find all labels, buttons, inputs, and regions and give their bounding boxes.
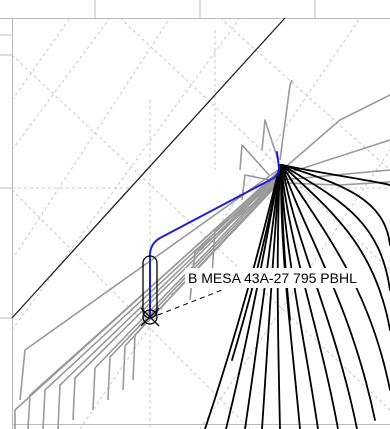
label-leader-line [157, 289, 223, 316]
offset-well [280, 164, 291, 321]
offset-well [281, 164, 390, 331]
offset-well [27, 172, 279, 429]
offset-well [107, 179, 279, 401]
crossed-circle-icon [140, 307, 160, 327]
offset-well [42, 173, 279, 429]
offset-well [211, 182, 276, 276]
highlighted-well-path [149, 151, 281, 319]
circle-marker-icon [142, 255, 158, 319]
offset-well [241, 174, 271, 201]
offset-well [261, 164, 281, 429]
offset-well [280, 164, 339, 429]
offset-well [239, 144, 271, 177]
offset-well [19, 169, 279, 401]
offset-well [281, 164, 390, 391]
offset-well [92, 177, 279, 411]
offset-well [132, 183, 279, 381]
offset-well [281, 164, 390, 246]
offset-wells-black [204, 164, 390, 429]
highlighted-well [140, 151, 281, 327]
offset-wells-gray [14, 79, 390, 429]
offset-well [231, 164, 281, 361]
offset-well [281, 164, 358, 429]
offset-well [122, 181, 279, 391]
offset-well [244, 164, 281, 429]
offset-well [279, 79, 293, 161]
offset-well [204, 164, 281, 429]
offset-well [276, 164, 281, 429]
offset-well [281, 164, 390, 186]
lease-boundary-line [11, 17, 286, 319]
well-label: B MESA 43A-27 795 PBHL [185, 268, 360, 288]
offset-well [57, 174, 279, 429]
offset-well [281, 164, 390, 291]
offset-well [280, 164, 319, 429]
offset-well [281, 94, 390, 171]
offset-well [261, 119, 279, 161]
offset-well [72, 175, 279, 421]
